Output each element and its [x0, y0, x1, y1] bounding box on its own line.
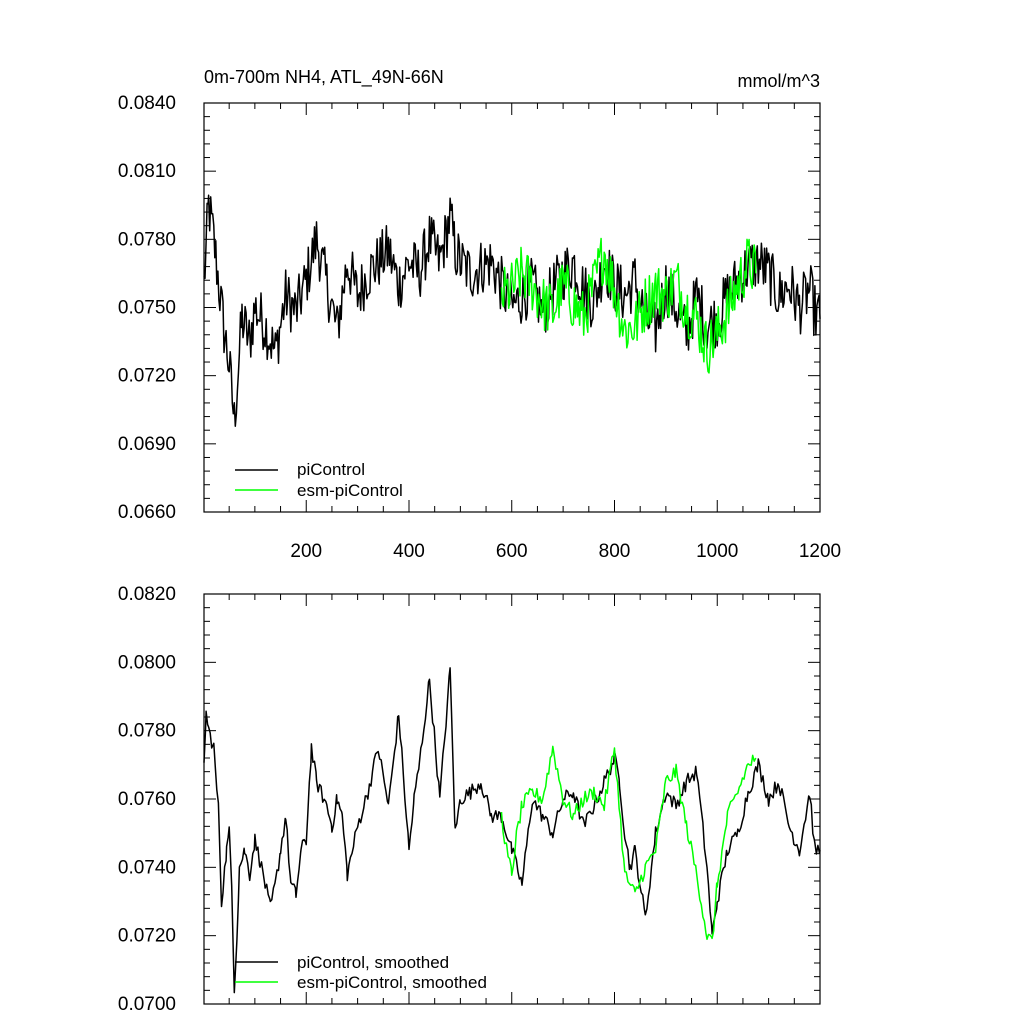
x-tick-label: 400 — [393, 541, 425, 562]
top-panel-title: 0m-700m NH4, ATL_49N-66N — [204, 67, 444, 88]
legend-label-esm-picontrol: esm-piControl — [297, 481, 403, 500]
bottom-panel-series — [203, 667, 821, 994]
y-tick-label: 0.0840 — [118, 93, 176, 114]
y-tick-label: 0.0810 — [118, 161, 176, 182]
bottom-panel-ticks: 0.0700 0.0720 0.0740 0.0760 0.0780 0.0800 0.08… — [118, 584, 821, 1015]
y-tick-label: 0.0750 — [118, 298, 176, 319]
bottom-panel: 0.0700 0.0720 0.0740 0.0760 0.0780 0.0800 0.08… — [118, 584, 821, 1015]
y-tick-label: 0.0720 — [118, 366, 176, 387]
y-tick-label: 0.0660 — [118, 502, 176, 523]
top-panel: 0m-700m NH4, ATL_49N-66N mmol/m^3 0.0660… — [118, 67, 841, 562]
y-tick-label: 0.0800 — [118, 652, 176, 673]
series-line-esm-picontrol — [500, 237, 757, 374]
top-panel-ticks: 0.0660 0.0690 0.0720 0.0750 0.0780 0.0810 0.08… — [118, 93, 841, 562]
y-tick-label: 0.0780 — [118, 721, 176, 742]
x-tick-label: 1200 — [799, 541, 841, 562]
x-tick-label: 200 — [290, 541, 322, 562]
x-tick-label: 1000 — [696, 541, 738, 562]
series-line-esm-picontrol-smoothed — [500, 745, 757, 941]
legend-label-picontrol: piControl — [297, 460, 365, 479]
y-tick-label: 0.0760 — [118, 789, 176, 810]
y-tick-label: 0.0690 — [118, 434, 176, 455]
x-tick-label: 800 — [599, 541, 631, 562]
legend-label-esm-picontrol-smoothed: esm-piControl, smoothed — [297, 973, 487, 992]
x-tick-label: 600 — [496, 541, 528, 562]
y-tick-label: 0.0740 — [118, 857, 176, 878]
series-line-picontrol-smoothed — [203, 667, 821, 994]
bottom-panel-frame — [203, 593, 821, 1005]
top-panel-legend: piControl esm-piControl — [235, 460, 403, 500]
top-panel-series — [203, 194, 821, 427]
bottom-panel-legend: piControl, smoothed esm-piControl, smoot… — [235, 953, 487, 992]
y-tick-label: 0.0700 — [118, 994, 176, 1015]
top-panel-frame — [203, 102, 821, 513]
y-tick-label: 0.0780 — [118, 229, 176, 250]
legend-label-picontrol-smoothed: piControl, smoothed — [297, 953, 449, 972]
top-panel-units: mmol/m^3 — [738, 71, 820, 91]
y-tick-label: 0.0820 — [118, 584, 176, 605]
y-tick-label: 0.0720 — [118, 926, 176, 947]
